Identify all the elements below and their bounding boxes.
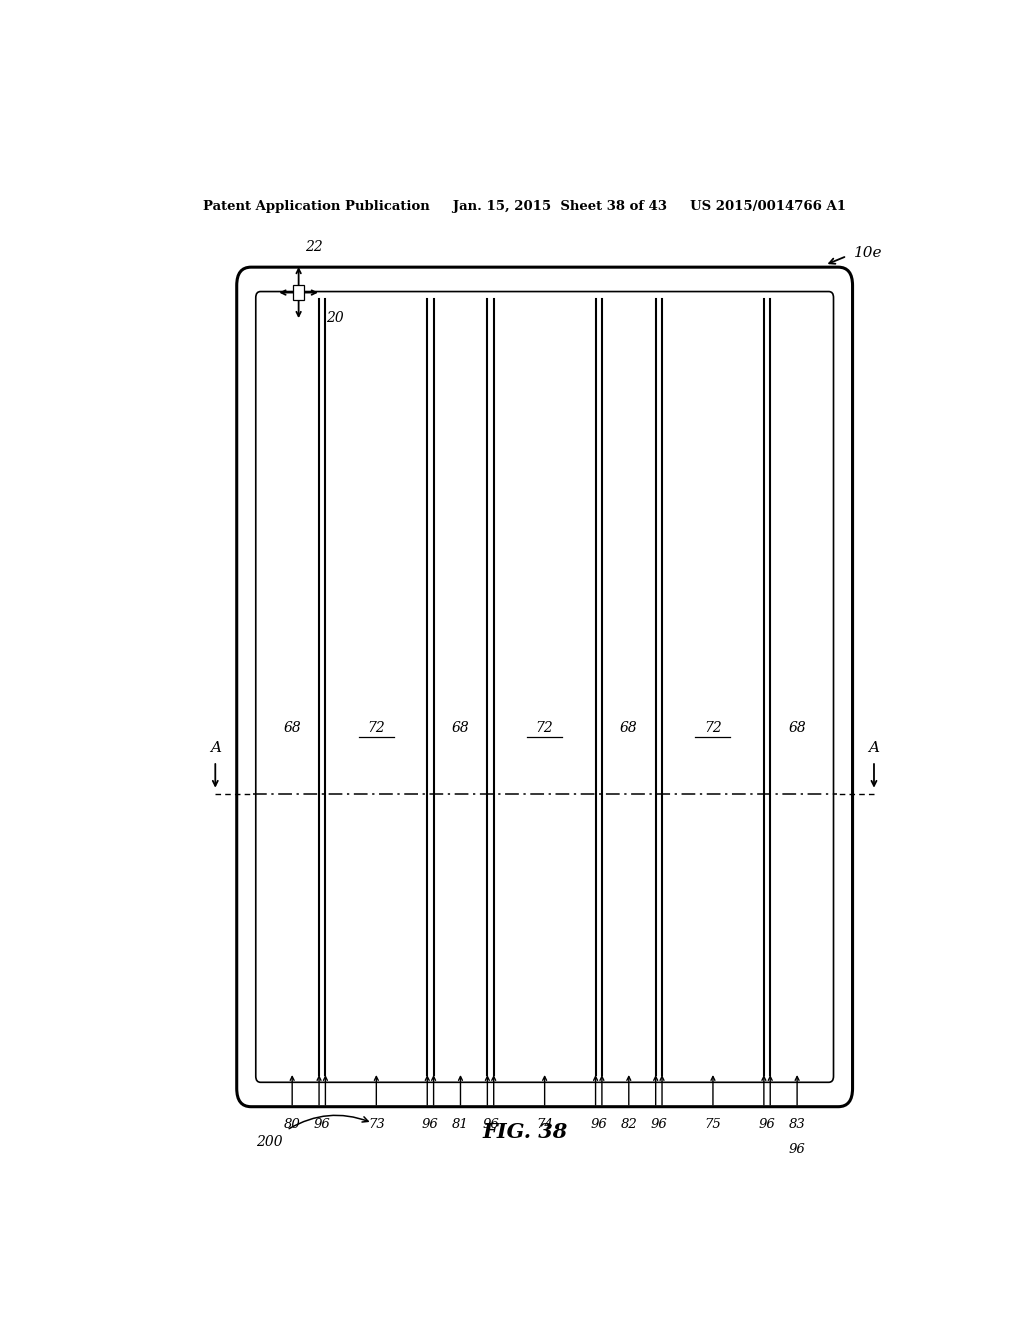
Text: 72: 72 [705, 721, 722, 735]
Text: 96: 96 [313, 1118, 331, 1131]
Text: A: A [868, 741, 880, 755]
Text: 200: 200 [256, 1135, 283, 1150]
Text: 68: 68 [788, 721, 806, 735]
Text: 73: 73 [368, 1118, 385, 1131]
Text: 80: 80 [284, 1118, 301, 1131]
Text: 68: 68 [284, 721, 301, 735]
Text: 83: 83 [788, 1118, 806, 1131]
Text: 22: 22 [305, 240, 323, 253]
Text: 72: 72 [368, 721, 385, 735]
Text: A: A [210, 741, 221, 755]
Text: 68: 68 [620, 721, 638, 735]
Text: 96: 96 [591, 1118, 607, 1131]
Text: 81: 81 [453, 1118, 469, 1131]
Text: 20: 20 [326, 312, 343, 325]
Text: 68: 68 [452, 721, 469, 735]
Text: 96: 96 [422, 1118, 439, 1131]
Text: Patent Application Publication     Jan. 15, 2015  Sheet 38 of 43     US 2015/001: Patent Application Publication Jan. 15, … [204, 199, 846, 213]
Text: 72: 72 [536, 721, 554, 735]
Text: FIG. 38: FIG. 38 [482, 1122, 567, 1142]
Text: 10e: 10e [854, 246, 883, 260]
Text: 96: 96 [759, 1118, 775, 1131]
Text: 74: 74 [537, 1118, 553, 1131]
Text: 96: 96 [788, 1143, 806, 1156]
Text: 96: 96 [650, 1118, 668, 1131]
Bar [293, 285, 304, 300]
Text: 75: 75 [705, 1118, 721, 1131]
Text: 82: 82 [621, 1118, 637, 1131]
Text: 96: 96 [482, 1118, 499, 1131]
